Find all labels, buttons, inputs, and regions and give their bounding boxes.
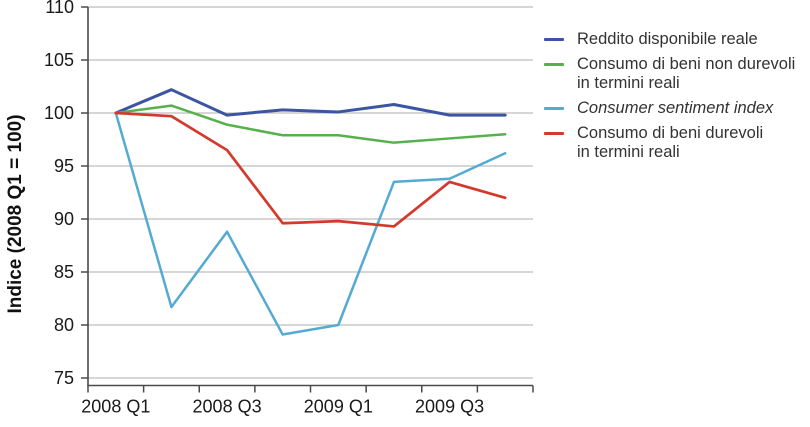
- legend-label: Consumo di beni non durevoli in termini …: [577, 55, 796, 92]
- svg-text:2009 Q1: 2009 Q1: [304, 397, 373, 417]
- svg-text:90: 90: [54, 209, 74, 229]
- y-axis-title: Indice (2008 Q1 = 100): [5, 114, 26, 314]
- legend: Reddito disponibile reale Consumo di ben…: [544, 30, 804, 168]
- svg-text:95: 95: [54, 156, 74, 176]
- svg-text:110: 110: [45, 0, 74, 17]
- svg-text:80: 80: [54, 315, 74, 335]
- svg-text:105: 105: [44, 50, 74, 70]
- legend-item-consumo-durevoli: Consumo di beni durevoli in termini real…: [544, 124, 804, 162]
- legend-swatch-red-line-icon: [544, 132, 564, 135]
- legend-label: Reddito disponibile reale: [577, 30, 758, 48]
- legend-swatch-blue-line-icon: [544, 38, 564, 41]
- svg-text:2008 Q3: 2008 Q3: [193, 397, 262, 417]
- legend-label: Consumer sentiment index: [577, 99, 774, 117]
- svg-text:2009 Q3: 2009 Q3: [415, 397, 484, 417]
- legend-swatch-lightblue-line-icon: [544, 107, 564, 110]
- svg-text:2008 Q1: 2008 Q1: [81, 397, 150, 417]
- svg-text:85: 85: [54, 262, 74, 282]
- svg-text:75: 75: [54, 368, 74, 388]
- legend-item-reddito: Reddito disponibile reale: [544, 30, 804, 49]
- legend-item-consumer-sentiment: Consumer sentiment index: [544, 99, 804, 118]
- legend-item-consumo-non-durevoli: Consumo di beni non durevoli in termini …: [544, 55, 804, 93]
- legend-swatch-green-line-icon: [544, 63, 564, 66]
- svg-text:100: 100: [44, 103, 74, 123]
- legend-label: Consumo di beni durevoli in termini real…: [577, 124, 764, 161]
